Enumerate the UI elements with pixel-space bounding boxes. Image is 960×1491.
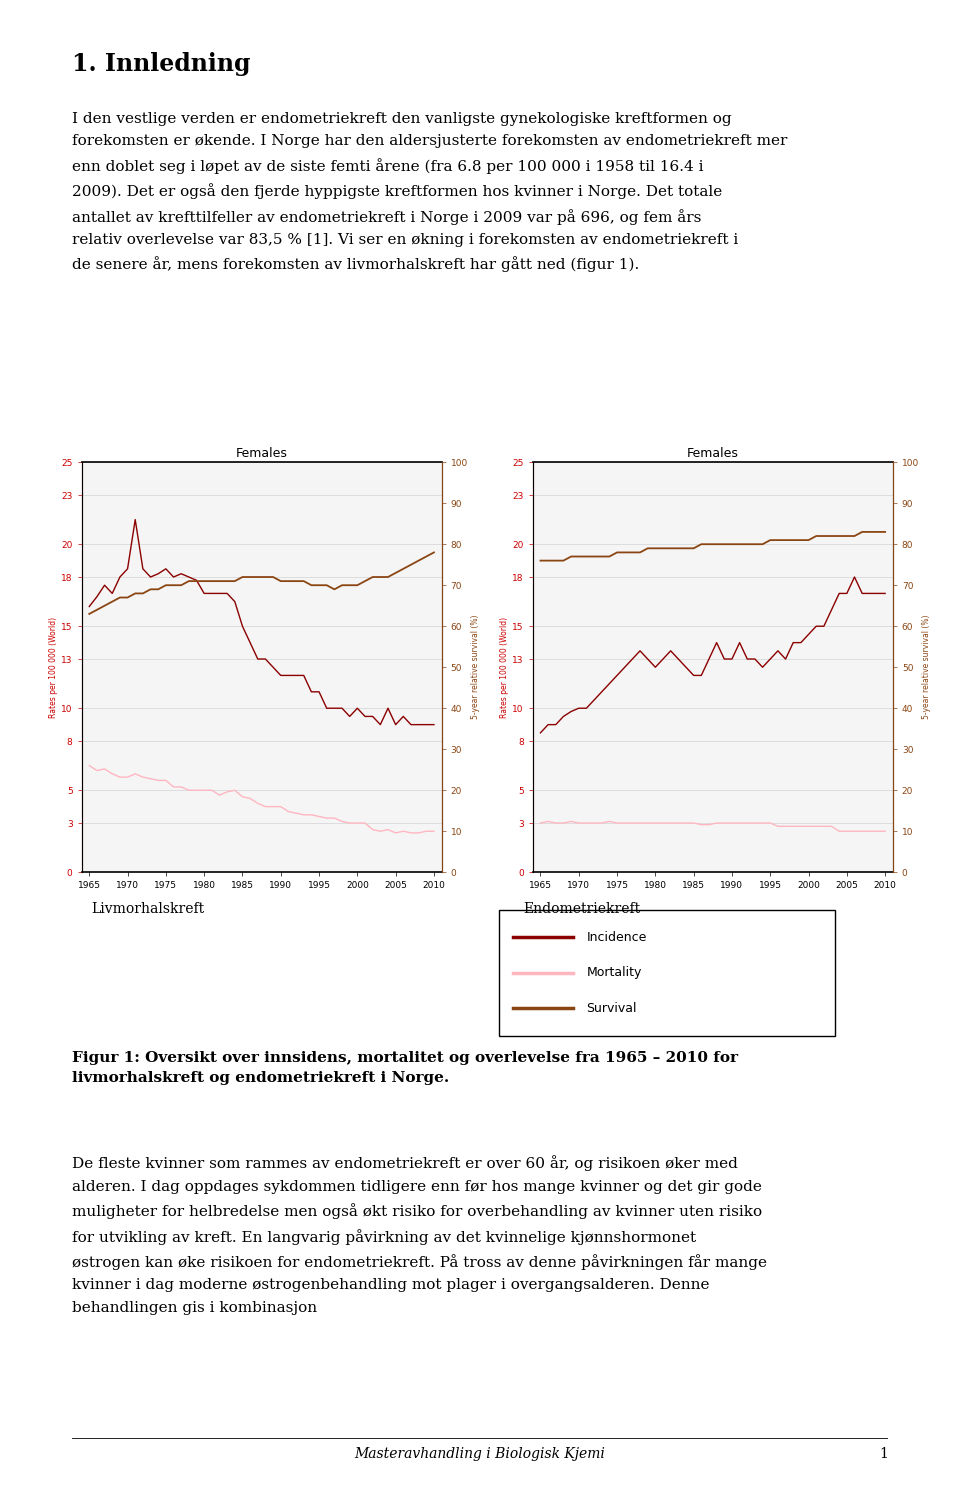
Y-axis label: Rates per 100 000 (World): Rates per 100 000 (World): [49, 617, 59, 717]
Title: Females: Females: [686, 447, 739, 459]
Text: Livmorhalskreft: Livmorhalskreft: [91, 902, 204, 915]
Y-axis label: 5-year relative survival (%): 5-year relative survival (%): [922, 614, 931, 720]
Text: 1. Innledning: 1. Innledning: [72, 52, 251, 76]
Text: Incidence: Incidence: [587, 930, 647, 944]
Text: Endometriekreft: Endometriekreft: [523, 902, 640, 915]
Text: Masteravhandling i Biologisk Kjemi: Masteravhandling i Biologisk Kjemi: [354, 1446, 606, 1461]
Text: 1: 1: [879, 1446, 888, 1461]
Text: Figur 1: Oversikt over innsidens, mortalitet og overlevelse fra 1965 – 2010 for
: Figur 1: Oversikt over innsidens, mortal…: [72, 1051, 738, 1084]
Y-axis label: 5-year relative survival (%): 5-year relative survival (%): [470, 614, 480, 720]
Text: De fleste kvinner som rammes av endometriekreft er over 60 år, og risikoen øker : De fleste kvinner som rammes av endometr…: [72, 1156, 767, 1315]
Text: Survival: Survival: [587, 1002, 637, 1015]
Text: I den vestlige verden er endometriekreft den vanligste gynekologiske kreftformen: I den vestlige verden er endometriekreft…: [72, 112, 787, 273]
Title: Females: Females: [235, 447, 288, 459]
Text: Mortality: Mortality: [587, 966, 642, 980]
Y-axis label: Rates per 100 000 (World): Rates per 100 000 (World): [500, 617, 510, 717]
